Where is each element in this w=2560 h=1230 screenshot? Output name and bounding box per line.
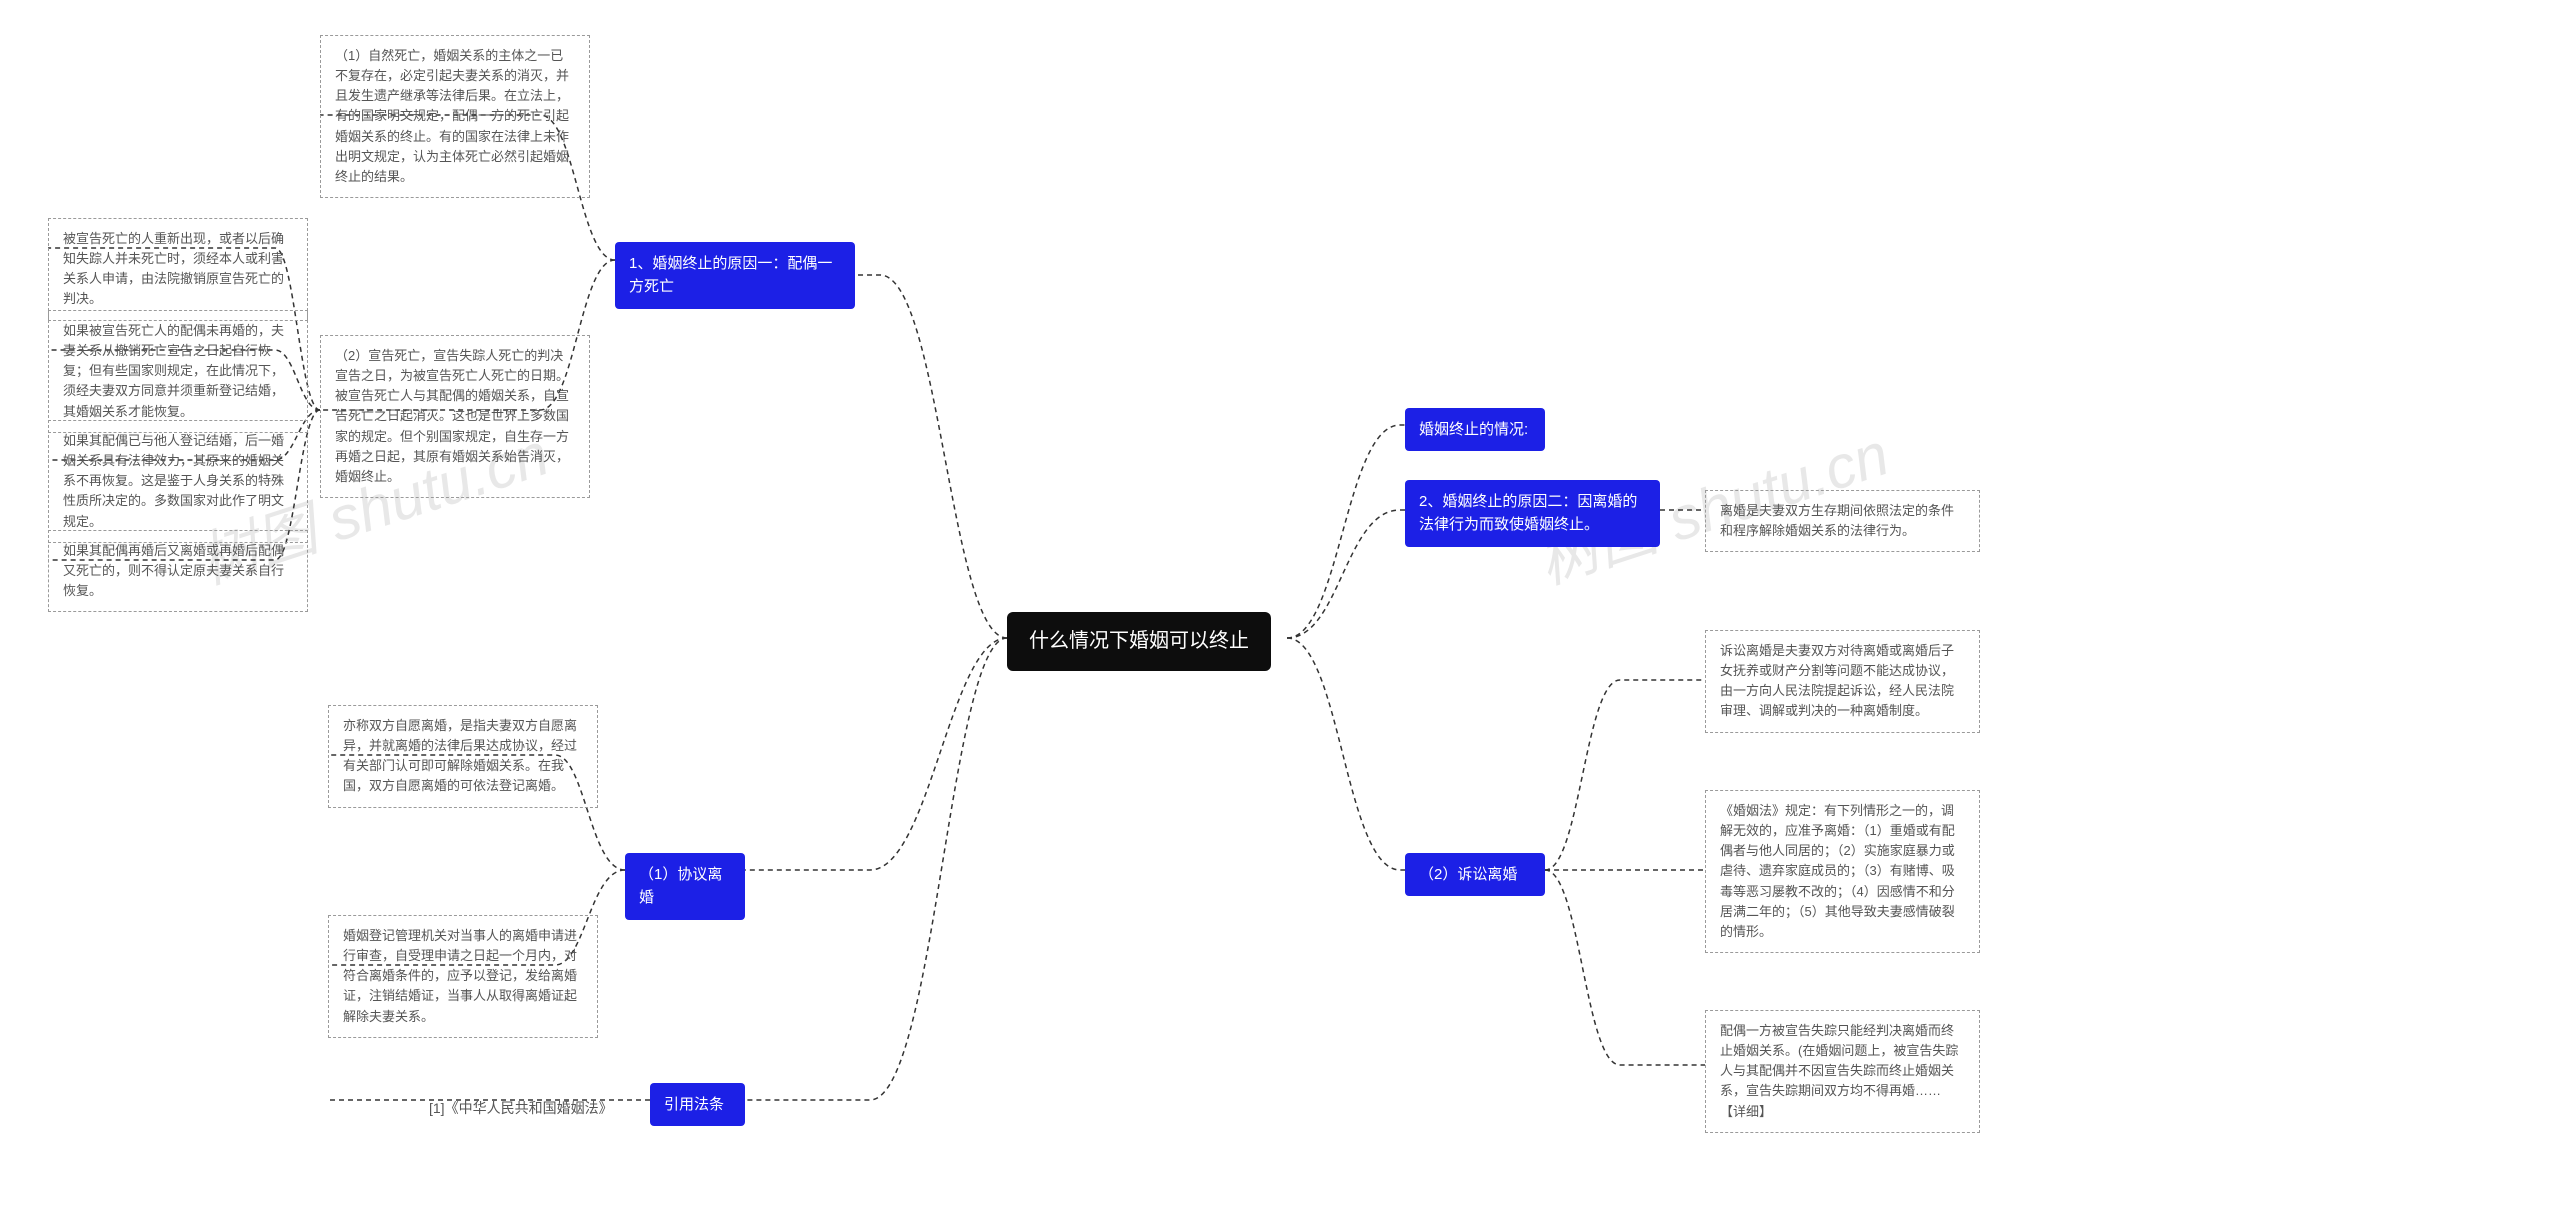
reason1-sub1: （1）自然死亡，婚姻关系的主体之一已不复存在，必定引起夫妻关系的消灭，并且发生遗…	[320, 35, 590, 198]
reason1-sub2-c2: 如果被宣告死亡人的配偶未再婚的，夫妻关系从撤销死亡宣告之日起自行恢复；但有些国家…	[48, 310, 308, 433]
reason2-node[interactable]: 2、婚姻终止的原因二：因离婚的法律行为而致使婚姻终止。	[1405, 480, 1660, 547]
agreement-node[interactable]: （1）协议离婚	[625, 853, 745, 920]
agreement-sub2: 婚姻登记管理机关对当事人的离婚申请进行审查，自受理申请之日起一个月内，对符合离婚…	[328, 915, 598, 1038]
litigation-d2: 《婚姻法》规定：有下列情形之一的，调解无效的，应准予离婚：（1）重婚或有配偶者与…	[1705, 790, 1980, 953]
litigation-d1: 诉讼离婚是夫妻双方对待离婚或离婚后子女抚养或财产分割等问题不能达成协议，由一方向…	[1705, 630, 1980, 733]
reason1-sub2: （2）宣告死亡，宣告失踪人死亡的判决宣告之日，为被宣告死亡人死亡的日期。被宣告死…	[320, 335, 590, 498]
citation-node[interactable]: 引用法条	[650, 1083, 745, 1126]
reason1-sub2-c3: 如果其配偶已与他人登记结婚，后一婚姻关系具有法律效力，其原来的婚姻关系不再恢复。…	[48, 420, 308, 543]
reason2-detail: 离婚是夫妻双方生存期间依照法定的条件和程序解除婚姻关系的法律行为。	[1705, 490, 1980, 552]
agreement-sub1: 亦称双方自愿离婚，是指夫妻双方自愿离异，并就离婚的法律后果达成协议，经过有关部门…	[328, 705, 598, 808]
reason1-sub2-c4: 如果其配偶再婚后又离婚或再婚后配偶又死亡的，则不得认定原夫妻关系自行恢复。	[48, 530, 308, 612]
litigation-d3: 配偶一方被宣告失踪只能经判决离婚而终止婚姻关系。(在婚姻问题上，被宣告失踪人与其…	[1705, 1010, 1980, 1133]
reason1-sub2-c1: 被宣告死亡的人重新出现，或者以后确知失踪人并未死亡时，须经本人或利害关系人申请，…	[48, 218, 308, 321]
situations-node[interactable]: 婚姻终止的情况:	[1405, 408, 1545, 451]
citation-ref: [1]《中华人民共和国婚姻法》	[415, 1088, 627, 1130]
litigation-node[interactable]: （2）诉讼离婚	[1405, 853, 1545, 896]
reason1-node[interactable]: 1、婚姻终止的原因一：配偶一方死亡	[615, 242, 855, 309]
center-node[interactable]: 什么情况下婚姻可以终止	[1007, 612, 1271, 671]
